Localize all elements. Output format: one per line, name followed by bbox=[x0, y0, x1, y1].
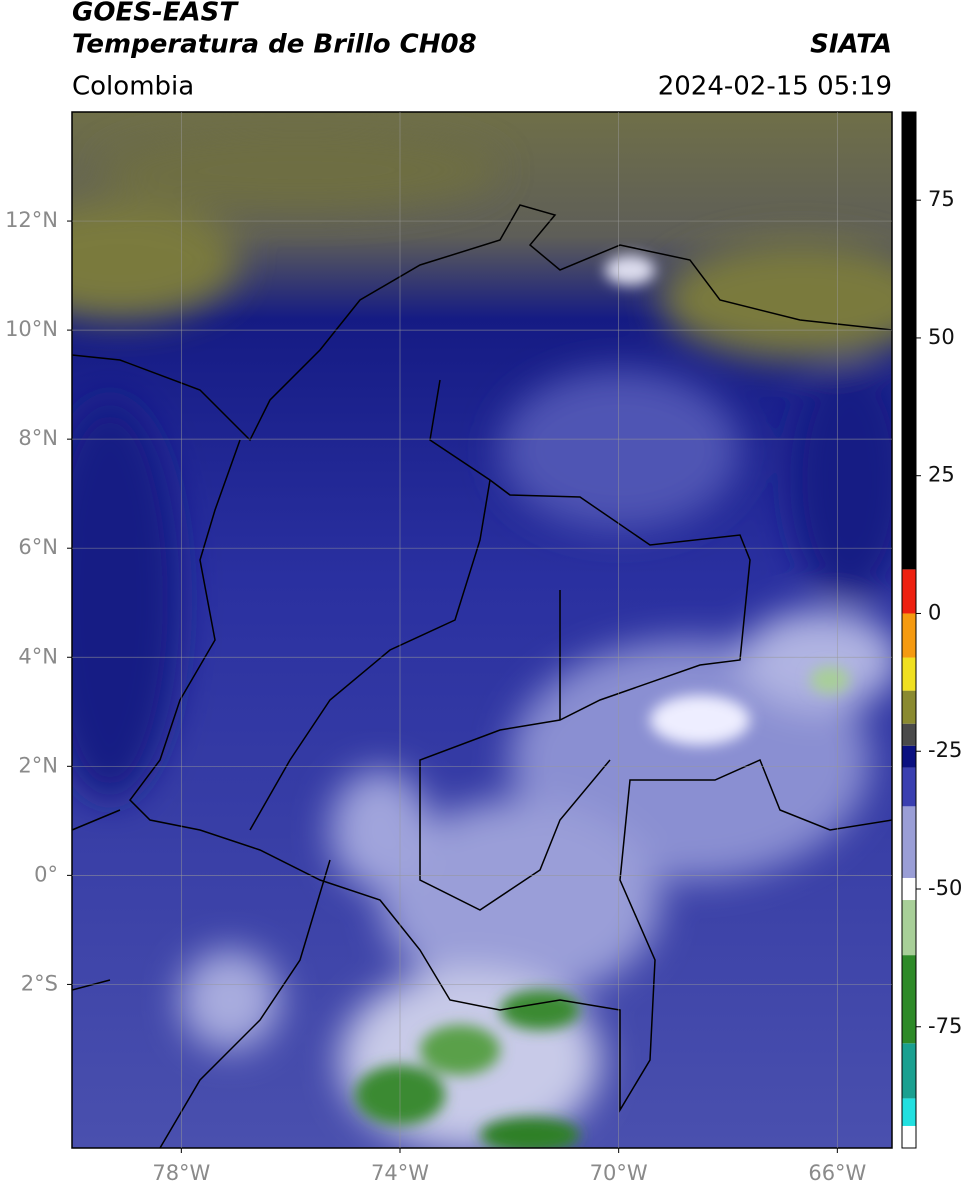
colorbar-segment bbox=[902, 690, 916, 724]
map-frame bbox=[71, 111, 893, 1149]
y-tick-label: 6°N bbox=[18, 535, 58, 559]
satellite-image bbox=[72, 112, 892, 1148]
colorbar-segment bbox=[902, 1098, 916, 1126]
colorbar-segment bbox=[902, 877, 916, 901]
colorbar-segment bbox=[902, 1125, 916, 1148]
y-tick-label: 2°N bbox=[18, 753, 58, 777]
colorbar-tick-label: 25 bbox=[928, 463, 955, 487]
satellite: GOES-EAST bbox=[72, 0, 239, 28]
y-tick-label: 12°N bbox=[5, 208, 58, 232]
product: Temperatura de Brillo CH08 bbox=[72, 30, 477, 60]
y-tick-label: 0° bbox=[34, 862, 58, 886]
x-tick-label: 66°W bbox=[808, 1161, 866, 1185]
colorbar-segment bbox=[902, 1043, 916, 1099]
y-tick-label: 2°S bbox=[21, 971, 58, 995]
colorbar-tick-label: 50 bbox=[928, 325, 955, 349]
colorbar-segment bbox=[902, 955, 916, 1044]
y-tick-label: 8°N bbox=[18, 426, 58, 450]
colorbar-tick-label: 75 bbox=[928, 187, 955, 211]
x-tick-label: 70°W bbox=[590, 1161, 648, 1185]
colorbar-segment bbox=[902, 657, 916, 691]
colorbar-segment bbox=[902, 900, 916, 956]
y-tick-label: 4°N bbox=[18, 644, 58, 668]
colorbar-frame bbox=[901, 111, 917, 1149]
colorbar-segment bbox=[902, 806, 916, 878]
y-tick-label: 10°N bbox=[5, 317, 58, 341]
colorbar-tick-label: -25 bbox=[928, 738, 962, 762]
colorbar-segment bbox=[902, 767, 916, 807]
datetime: 2024-02-15 05:19 bbox=[658, 72, 892, 102]
colorbar-segment bbox=[902, 613, 916, 658]
colorbar-segment bbox=[902, 112, 916, 570]
colorbar-tick-label: -50 bbox=[928, 876, 962, 900]
region: Colombia bbox=[72, 72, 194, 102]
colorbar-segment bbox=[902, 745, 916, 768]
colorbar-tick-label: -75 bbox=[928, 1014, 962, 1038]
colorbar-segment bbox=[902, 569, 916, 614]
colorbar-segment bbox=[902, 723, 916, 746]
colorbar-tick-label: 0 bbox=[928, 600, 941, 624]
x-tick-label: 78°W bbox=[152, 1161, 210, 1185]
x-tick-label: 74°W bbox=[371, 1161, 429, 1185]
source: SIATA bbox=[810, 30, 892, 60]
